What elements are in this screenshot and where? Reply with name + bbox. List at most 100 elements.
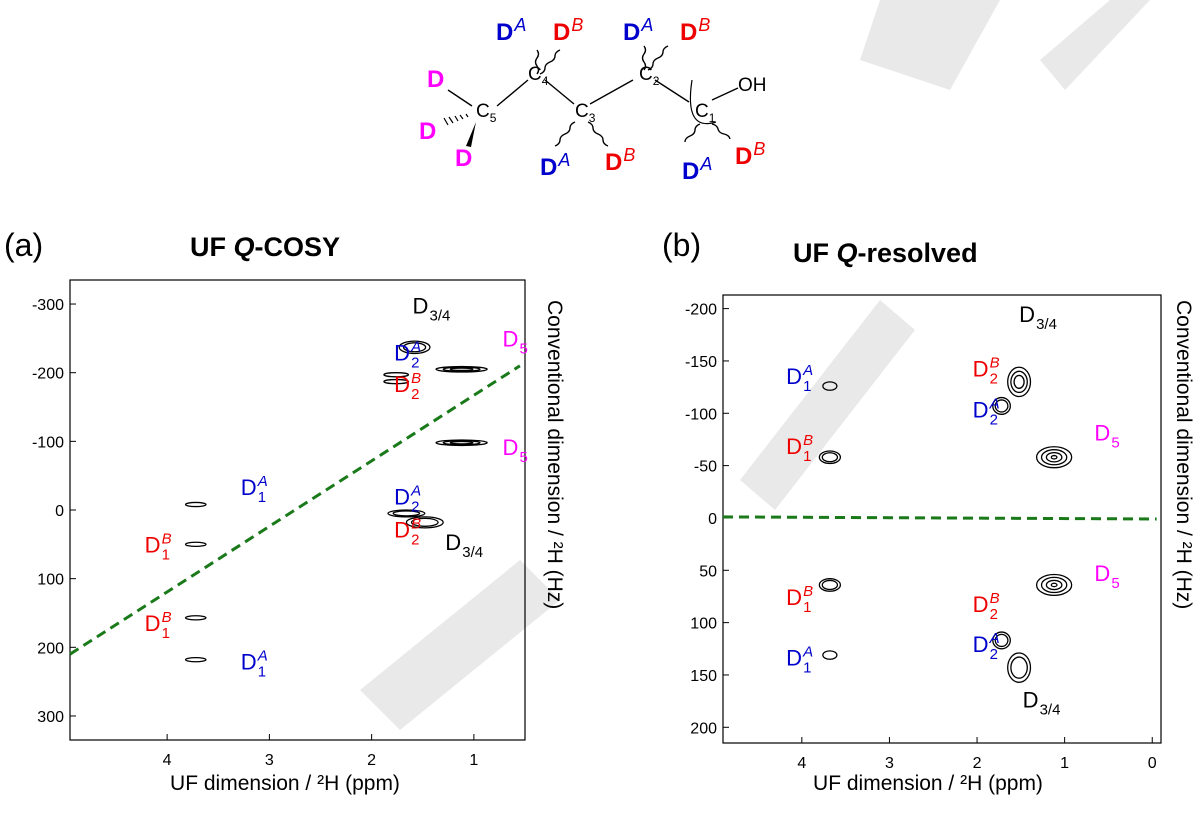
- y-tick-label: -100: [685, 406, 717, 423]
- peak-contour: [818, 578, 842, 592]
- peak-label: D 3/4: [1023, 687, 1061, 718]
- svg-text:D: D: [786, 364, 802, 389]
- deuterium-c5-top: D: [427, 66, 444, 93]
- panel-b-peaks: [818, 366, 1073, 683]
- y-tick-label: -300: [32, 297, 64, 314]
- peak-label: D B1: [786, 583, 813, 616]
- svg-text:D: D: [973, 592, 989, 617]
- deuterium-c3-b: DB: [605, 145, 635, 176]
- svg-text:5: 5: [520, 341, 528, 358]
- svg-text:5: 5: [1111, 434, 1119, 451]
- x-tick-label: 3: [265, 752, 274, 769]
- peak-contour: [383, 372, 410, 378]
- svg-text:D: D: [786, 585, 802, 610]
- svg-text:D: D: [1019, 302, 1035, 327]
- svg-text:B: B: [162, 609, 172, 626]
- svg-text:2: 2: [990, 646, 998, 663]
- panel-b-y-axis-label: Conventional dimension / ²H (Hz): [1172, 300, 1195, 609]
- panel-a-x-axis-label: UF dimension / ²H (ppm): [170, 772, 400, 795]
- dashed-line: [722, 515, 1157, 521]
- svg-text:5: 5: [1111, 575, 1119, 592]
- peak-label: D A2: [394, 483, 421, 516]
- svg-text:2: 2: [411, 531, 419, 548]
- deuterium-c2-a: DA: [623, 15, 653, 46]
- y-tick-label: 50: [699, 563, 717, 580]
- peak-label: D 3/4: [1019, 302, 1057, 333]
- svg-text:1: 1: [803, 448, 811, 465]
- deuterium-c5-left: D: [419, 118, 436, 145]
- svg-text:1: 1: [162, 547, 170, 564]
- chart-panel-b: (b) UF Q-resolved 200150100500-50-100-15…: [662, 227, 1195, 795]
- y-tick-label: -200: [685, 302, 717, 319]
- peak-label: D A2: [973, 630, 1000, 663]
- svg-text:A: A: [410, 338, 421, 355]
- panel-a-label: (a): [4, 227, 43, 263]
- svg-text:1: 1: [258, 489, 266, 506]
- x-tick-label: 2: [367, 752, 376, 769]
- svg-text:2: 2: [990, 411, 998, 428]
- peak-label: D A1: [786, 644, 813, 677]
- y-tick-label: -150: [685, 354, 717, 371]
- svg-text:D: D: [973, 357, 989, 382]
- x-tick-label: 1: [469, 752, 478, 769]
- y-tick-label: 300: [37, 709, 64, 726]
- peak-label: D B2: [973, 355, 1000, 388]
- watermark: [360, 0, 1150, 730]
- peak-contour: [435, 365, 488, 373]
- svg-text:3/4: 3/4: [462, 544, 483, 561]
- y-tick-label: 100: [37, 572, 64, 589]
- peak-contour: [398, 340, 431, 355]
- atom-c5: C5: [476, 101, 497, 125]
- peak-label: D B1: [786, 432, 813, 465]
- svg-text:A: A: [410, 483, 421, 500]
- svg-text:1: 1: [803, 599, 811, 616]
- y-tick-label: 200: [37, 640, 64, 657]
- y-tick-label: -50: [694, 459, 717, 476]
- peak-label: D A1: [786, 362, 813, 395]
- panel-b-axes: 200 150 100 50 0 -50 -100 -150 -200 4 3 2 1 0: [685, 302, 1157, 772]
- svg-text:D: D: [503, 435, 519, 460]
- dashed-line: [69, 364, 521, 656]
- peak-label: D A2: [973, 395, 1000, 428]
- panel-a-peaks: [184, 340, 488, 663]
- svg-text:3/4: 3/4: [430, 308, 451, 325]
- peak-contour: [992, 396, 1011, 415]
- x-tick-label: 4: [163, 752, 172, 769]
- atom-c3: C3: [575, 101, 596, 125]
- peak-contour: [1035, 573, 1073, 597]
- peak-label: D 3/4: [445, 530, 483, 561]
- svg-text:A: A: [257, 473, 268, 490]
- svg-text:B: B: [803, 432, 813, 449]
- panel-a-title: UF Q-COSY: [190, 232, 340, 262]
- atom-c2: C2: [639, 64, 660, 88]
- peak-contour: [1035, 446, 1073, 469]
- peak-contour: [184, 541, 207, 548]
- panel-b-dashed-line-group: [722, 515, 1157, 521]
- molecule-bonds: [443, 45, 739, 147]
- panel-b-x-axis-label: UF dimension / ²H (ppm): [813, 772, 1043, 795]
- peak-contour: [383, 378, 410, 385]
- deuterium-c1-b: DB: [735, 139, 765, 170]
- svg-text:2: 2: [411, 354, 419, 371]
- peak-contour: [1007, 366, 1032, 398]
- y-tick-label: 0: [708, 511, 717, 528]
- svg-text:D: D: [973, 397, 989, 422]
- svg-text:B: B: [803, 583, 813, 600]
- y-tick-label: 100: [690, 616, 717, 633]
- x-tick-label: 2: [973, 755, 982, 772]
- x-tick-label: 4: [797, 755, 806, 772]
- panel-a-y-axis-label: Conventional dimension / ²H (Hz): [543, 300, 566, 609]
- atom-c4: C4: [528, 64, 549, 88]
- deuterium-c4-a: DA: [496, 15, 526, 46]
- svg-text:D: D: [241, 475, 257, 500]
- svg-text:1: 1: [803, 660, 811, 677]
- peak-contour: [184, 656, 207, 663]
- panel-b-plot-frame: [722, 294, 1162, 744]
- atom-c1: C1: [695, 101, 716, 125]
- peak-label: D B2: [394, 370, 421, 403]
- deuterium-c2-b: DB: [680, 15, 710, 46]
- chart-panel-a: (a) UF Q-COSY -300 -200 -100 0 100 200 300 4 3 2 1…: [4, 227, 566, 795]
